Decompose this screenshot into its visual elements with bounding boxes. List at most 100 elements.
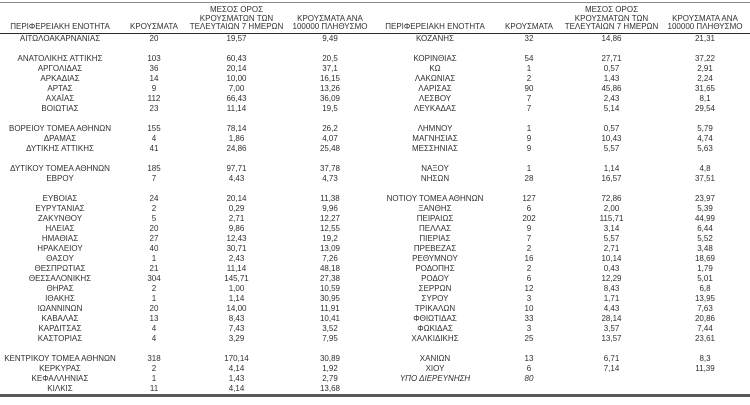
avg-7day-cell: 28,14: [601, 313, 622, 323]
table-row: ΚΕΝΤΡΙΚΟΥ ΤΟΜΕΑ ΑΘΗΝΩΝ 318 170,14 30,89: [0, 354, 375, 364]
region-cell: ΗΛΕΙΑΣ: [45, 223, 75, 233]
avg-7day-cell: [563, 374, 660, 384]
table-row: ΑΡΚΑΔΙΑΣ 14 10,00 16,15: [0, 74, 375, 84]
cases-cell: 155: [147, 123, 161, 133]
per-100k-cell: 8,1: [699, 93, 711, 103]
per-100k-cell: 36,09: [319, 93, 341, 103]
table-row: ΚΕΡΚΥΡΑΣ 2 4,14 1,92: [0, 364, 375, 374]
region-cell: ΘΕΣΠΡΩΤΙΑΣ: [34, 263, 86, 273]
per-100k-cell: 29,54: [694, 103, 716, 113]
table-gap-row: [0, 154, 375, 164]
avg-7day-cell: 78,14: [226, 123, 247, 133]
cases-cell: 9: [526, 143, 532, 153]
avg-7day-cell: 5,57: [603, 233, 620, 243]
avg-7day-cell: [563, 344, 660, 354]
per-100k-cell: 21,31: [694, 33, 716, 43]
region-cell: ΒΟΡΕΙΟΥ ΤΟΜΕΑ ΑΘΗΝΩΝ: [8, 123, 112, 133]
avg-7day-cell: 27,71: [601, 53, 622, 63]
region-cell: [375, 384, 495, 394]
table-row: ΠΕΙΡΑΙΩΣ 202 115,71 44,99: [375, 214, 750, 224]
region-cell: ΝΑΞΟΥ: [421, 163, 449, 173]
per-100k-cell: 12,27: [319, 213, 341, 223]
region-cell: ΝΗΣΩΝ: [420, 173, 450, 183]
cases-cell: 7: [526, 233, 532, 243]
column-header-cases: ΚΡΟΥΣΜΑΤΑ: [495, 3, 563, 34]
region-cell: ΧΑΛΚΙΔΙΚΗΣ: [411, 333, 459, 343]
cases-cell: 36: [149, 63, 159, 73]
region-cell: ΣΕΡΡΩΝ: [418, 283, 452, 293]
cases-cell: 2: [526, 73, 532, 83]
cases-cell: 14: [149, 73, 159, 83]
table-row: ΗΛΕΙΑΣ 20 9,86 12,55: [0, 224, 375, 234]
region-cell: ΙΩΑΝΝΙΝΩΝ: [37, 303, 83, 313]
region-cell: ΛΗΜΝΟΥ: [417, 123, 453, 133]
cases-cell: [120, 344, 188, 354]
table-gap-row: [375, 344, 750, 354]
region-cell: ΑΙΤΩΛΟΑΚΑΡΝΑΝΙΑΣ: [19, 33, 101, 43]
table-gap-row: [375, 154, 750, 164]
region-cell: ΘΑΣΟΥ: [46, 253, 74, 263]
region-cell: ΚΩ: [429, 63, 441, 73]
per-100k-cell: 5,63: [697, 143, 713, 153]
avg-7day-cell: 24,86: [226, 143, 247, 153]
right-table-header: ΠΕΡΙΦΕΡΕΙΑΚΗ ΕΝΟΤΗΤΑ ΚΡΟΥΣΜΑΤΑ ΜΕΣΟΣ ΟΡΟ…: [375, 3, 750, 34]
region-cell: ΑΡΤΑΣ: [47, 83, 73, 93]
per-100k-cell: 10,41: [319, 313, 341, 323]
avg-7day-cell: 9,86: [228, 223, 245, 233]
cases-cell: 21: [149, 263, 159, 273]
per-100k-cell: 13,26: [319, 83, 341, 93]
table-row: ΙΘΑΚΗΣ 1 1,14 30,95: [0, 294, 375, 304]
cases-cell: [495, 154, 563, 164]
region-cell: ΠΙΕΡΙΑΣ: [419, 233, 451, 243]
avg-7day-cell: 3,29: [228, 333, 245, 343]
cases-cell: 24: [149, 193, 159, 203]
table-row: ΕΥΡΥΤΑΝΙΑΣ 2 0,29 9,96: [0, 204, 375, 214]
cases-cell: 9: [526, 133, 532, 143]
per-100k-cell: 27,38: [319, 273, 341, 283]
region-cell: ΛΑΚΩΝΙΑΣ: [414, 73, 456, 83]
region-cell: ΘΕΣΣΑΛΟΝΙΚΗΣ: [28, 273, 92, 283]
avg-7day-cell: 1,14: [228, 293, 245, 303]
table-row: ΝΗΣΩΝ 28 16,57 37,51: [375, 174, 750, 184]
cases-cell: 112: [147, 93, 161, 103]
per-100k-cell: 13,68: [319, 383, 341, 393]
cases-cell: 32: [524, 33, 534, 43]
per-100k-cell: 6,44: [697, 223, 713, 233]
region-cell: ΣΥΡΟΥ: [421, 293, 449, 303]
per-100k-cell: 37,1: [322, 63, 338, 73]
cases-cell: 2: [151, 363, 157, 373]
table-row: ΤΡΙΚΑΛΩΝ 10 4,43 7,63: [375, 304, 750, 314]
per-100k-cell: 3,52: [322, 323, 338, 333]
avg-7day-cell: 12,29: [601, 273, 622, 283]
cases-cell: 20: [149, 223, 159, 233]
table-row: ΠΙΕΡΙΑΣ 7 5,57 5,52: [375, 234, 750, 244]
table-row: ΦΩΚΙΔΑΣ 3 3,57 7,44: [375, 324, 750, 334]
cases-cell: 27: [149, 233, 159, 243]
per-100k-cell: [285, 114, 375, 124]
table-row: ΡΟΔΟΥ 6 12,29 5,01: [375, 274, 750, 284]
per-100k-cell: 2,79: [322, 373, 338, 383]
table-row: ΜΕΣΣΗΝΙΑΣ 9 5,57 5,63: [375, 144, 750, 154]
avg-7day-cell: 66,43: [226, 93, 247, 103]
table-row: ΠΡΕΒΕΖΑΣ 2 2,71 3,48: [375, 244, 750, 254]
avg-7day-cell: [563, 184, 660, 194]
table-row: ΦΘΙΩΤΙΔΑΣ 33 28,14 20,86: [375, 314, 750, 324]
table-row: ΔΥΤΙΚΗΣ ΑΤΤΙΚΗΣ 41 24,86 25,48: [0, 144, 375, 154]
region-cell: ΞΑΝΘΗΣ: [418, 203, 452, 213]
cases-cell: 7: [526, 103, 532, 113]
table-row: ΔΥΤΙΚΟΥ ΤΟΜΕΑ ΑΘΗΝΩΝ 185 97,71 37,78: [0, 164, 375, 174]
per-100k-cell: 23,97: [694, 193, 716, 203]
per-100k-cell: [660, 114, 750, 124]
region-cell: ΑΡΓΟΛΙΔΑΣ: [37, 63, 83, 73]
avg-7day-cell: 1,14: [603, 163, 620, 173]
avg-7day-cell: 3,57: [603, 323, 620, 333]
cases-cell: 16: [524, 253, 534, 263]
per-100k-cell: 12,55: [319, 223, 341, 233]
per-100k-cell: 2,91: [697, 63, 713, 73]
avg-7day-cell: [563, 44, 660, 54]
per-100k-cell: 9,49: [322, 33, 338, 43]
table-gap-row: [375, 114, 750, 124]
table-row: ΛΑΚΩΝΙΑΣ 2 1,43 2,24: [375, 74, 750, 84]
avg-7day-cell: 19,57: [226, 33, 247, 43]
cases-cell: 202: [522, 213, 536, 223]
